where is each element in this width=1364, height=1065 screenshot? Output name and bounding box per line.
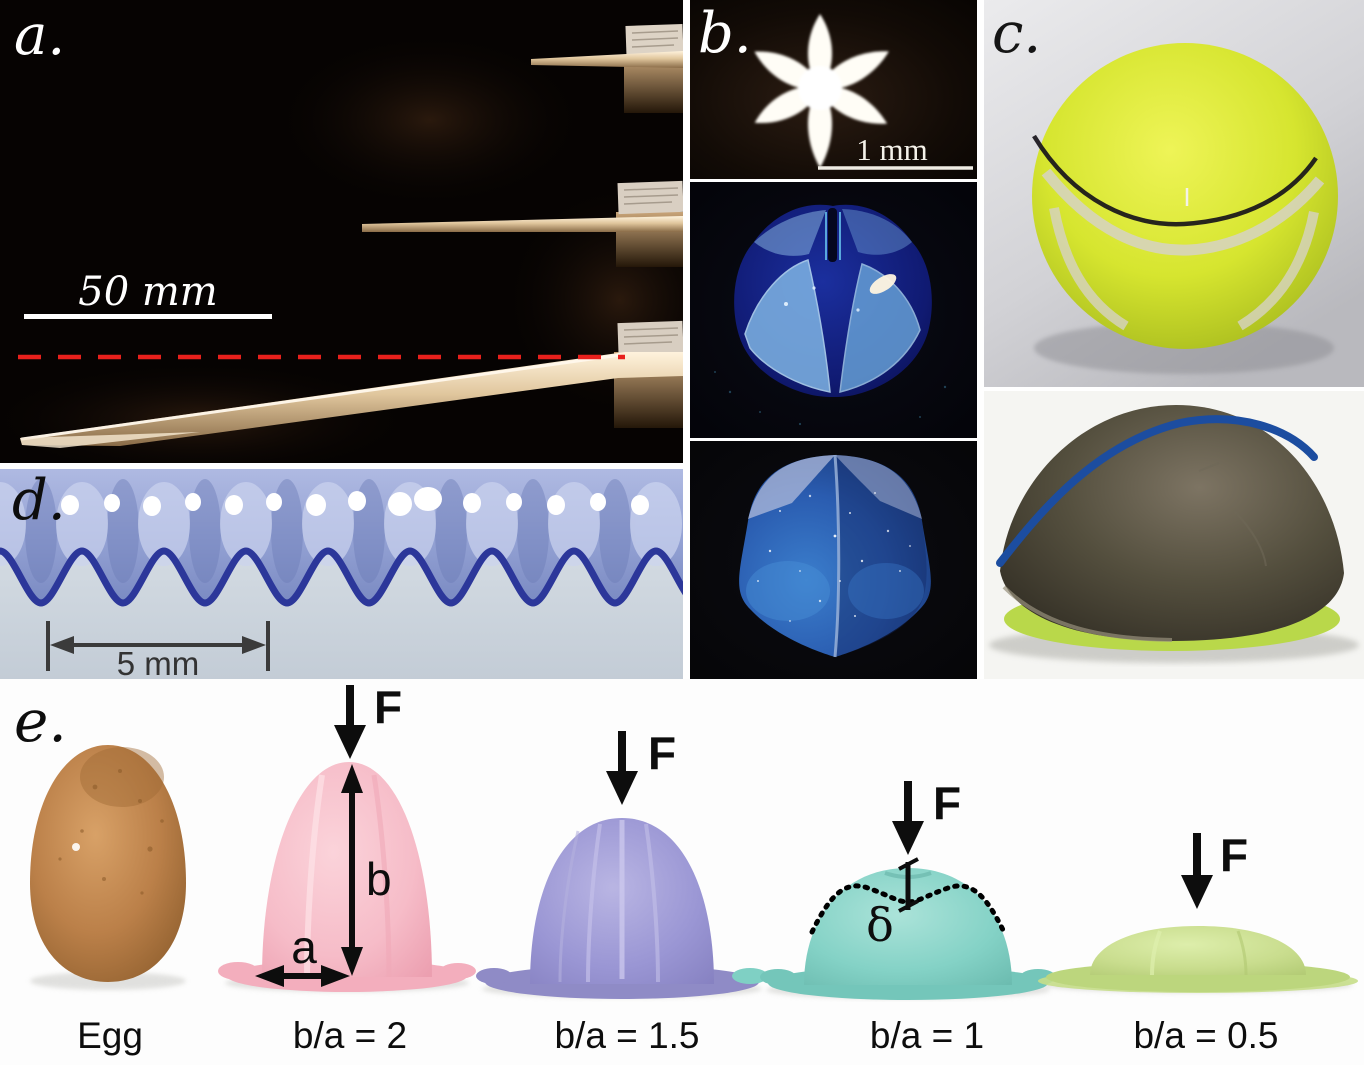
- rod-top: [531, 23, 683, 113]
- caption-egg: Egg: [77, 1015, 143, 1056]
- panel-c-tennis-ball: c.: [984, 0, 1364, 387]
- squashed-shell: [996, 405, 1344, 651]
- dome-purple: [476, 818, 768, 999]
- rod-middle: [362, 180, 683, 267]
- semi-width-label: a: [291, 921, 317, 973]
- panel-c2-photo: [984, 391, 1364, 679]
- height-label: b: [366, 853, 392, 905]
- panel-b-closed: [690, 441, 977, 679]
- panel-e-letter: e.: [14, 687, 67, 755]
- specular-highlight: [869, 274, 897, 294]
- scalebar-b-label: 1 mm: [856, 132, 927, 167]
- background-sparkle: [714, 371, 947, 426]
- egg-glint: [72, 843, 80, 851]
- force-label-2: F: [648, 727, 676, 779]
- panel-c1-photo: c.: [984, 0, 1364, 387]
- wavy-interface-line: [0, 547, 683, 607]
- ball-seam-right: [1237, 211, 1319, 331]
- panel-a-photo: 50 mm a.: [0, 0, 683, 463]
- rod-bottom-drooping: [20, 320, 683, 448]
- caption-row: Egg b/a = 2 b/a = 1.5 b/a = 1 b/a = 0.5: [77, 1015, 1278, 1056]
- egg-photo: [30, 745, 186, 982]
- panel-a: 50 mm a.: [0, 0, 683, 463]
- backlight-glints: [61, 487, 649, 516]
- panel-b-letter: b.: [698, 1, 752, 66]
- force-arrows: [334, 685, 1213, 909]
- caption-ba-0-5: b/a = 0.5: [1133, 1015, 1278, 1056]
- panel-c-squashed-shell: [984, 391, 1364, 679]
- panel-b2-photo: [690, 182, 977, 438]
- panel-b-flower: 1 mm b.: [690, 0, 977, 179]
- egg-speckles: [58, 769, 164, 895]
- indentation-label: δ: [866, 898, 894, 952]
- caption-ba-1: b/a = 1: [870, 1015, 984, 1056]
- dome-green: [1038, 926, 1358, 993]
- scalebar-d: [46, 621, 270, 671]
- panel-d: 5 mm d.: [0, 469, 683, 681]
- dimension-arrows: [255, 764, 363, 987]
- panel-a-ambient-glow: [0, 30, 683, 463]
- panel-a-letter: a.: [14, 3, 65, 68]
- panel-d-letter: d.: [12, 469, 66, 533]
- caption-ba-2: b/a = 2: [293, 1015, 407, 1056]
- shell-rim: [1002, 585, 1173, 642]
- glitter-specks: [757, 492, 911, 622]
- panel-b1-photo: 1 mm b.: [690, 0, 977, 179]
- force-label-4: F: [1220, 829, 1248, 881]
- marker-line-on-ball: [1032, 134, 1318, 227]
- ball-seam-left: [1049, 207, 1129, 331]
- panel-e-photo: b a: [14, 681, 1358, 1056]
- indentation-measure: [898, 857, 919, 913]
- scalebar-d-label: 5 mm: [117, 645, 200, 681]
- panel-d-photo: 5 mm d.: [0, 469, 683, 681]
- flower-cutout: [754, 14, 889, 168]
- folding-blue-flower: [734, 204, 932, 397]
- scalebar-a-label: 50 mm: [78, 269, 217, 315]
- panel-b3-photo: [690, 441, 977, 679]
- scalebar-a: 50 mm: [24, 269, 272, 319]
- closed-blue-bud: [739, 454, 931, 658]
- panel-c-letter: c.: [992, 1, 1041, 66]
- force-label-1: F: [374, 681, 402, 733]
- ball-seam-upper: [1041, 168, 1325, 256]
- caption-ba-1-5: b/a = 1.5: [554, 1015, 699, 1056]
- force-label-3: F: [933, 777, 961, 829]
- panel-b-folding: [690, 182, 977, 438]
- dome-teal: [760, 868, 1056, 1000]
- blue-glue-line: [996, 415, 1318, 567]
- tennis-ball: [1032, 43, 1338, 349]
- scalebar-b: 1 mm: [818, 132, 973, 170]
- panel-e: b a: [0, 679, 1364, 1065]
